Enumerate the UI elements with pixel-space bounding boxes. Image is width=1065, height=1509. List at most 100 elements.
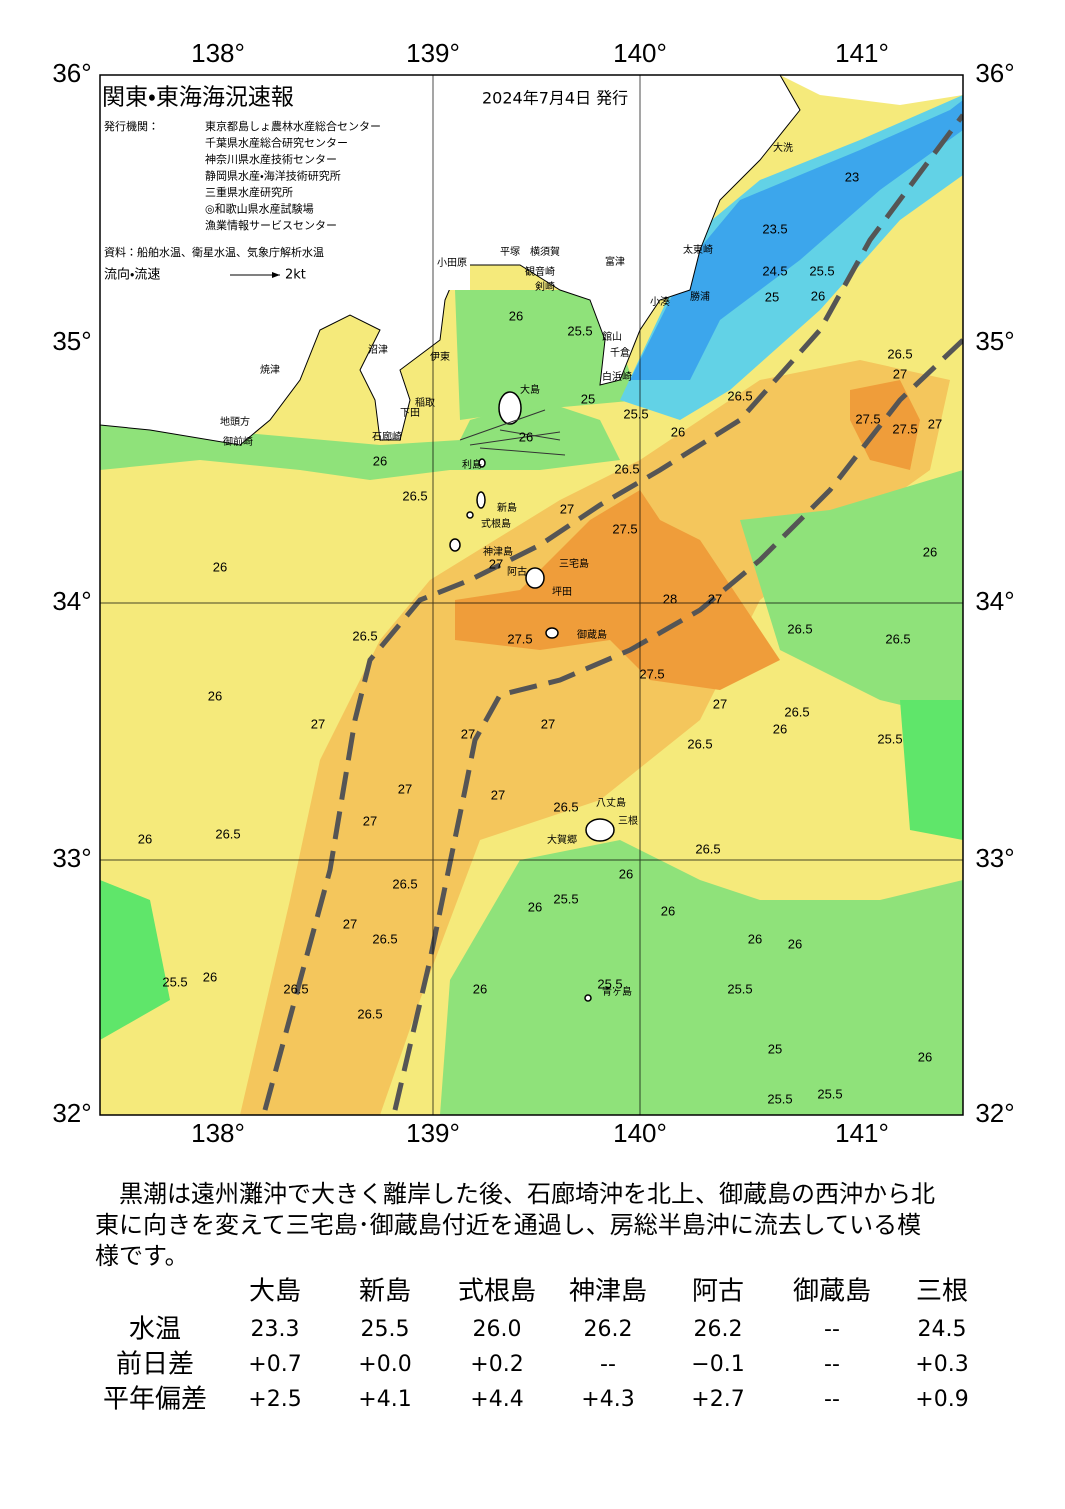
lat-label: 36° [52,58,91,88]
place-name: 八丈島 [596,796,626,809]
row-label: 前日差 [116,1350,194,1380]
contour-label: 25.5 [623,406,648,421]
lat-label: 34° [975,586,1014,616]
contour-label: 27.5 [855,411,880,426]
contour-label: 26 [203,969,217,984]
cell: +4.1 [358,1387,411,1412]
lon-label: 138° [191,1118,245,1148]
contour-label: 26 [619,866,633,881]
flow-speed: 2kt [285,268,306,283]
contour-label: 25.5 [727,981,752,996]
contour-labels: 23 23.5 24.5 25.5 25 26 26.5 27 26 25.5 25 25.5 26 26… [138,169,942,1106]
contour-label: 26.5 [787,621,812,636]
contour-label: 26 [811,288,825,303]
sst-map: 23 23.5 24.5 25.5 25 26 26.5 27 26 25.5 25 25.5 26 26… [100,75,963,1115]
map-title: 関東・東海海況速報 [102,85,294,111]
lon-label: 140° [613,1118,667,1148]
cell: +0.0 [358,1352,411,1377]
lat-label: 36° [975,58,1014,88]
place-name: 千倉 [610,347,630,359]
contour-label: 27.5 [507,631,532,646]
contour-label: 26.5 [357,1006,382,1021]
place-name: 下田 [400,408,420,419]
issue-date: 2024年7月4日 発行 [482,89,628,108]
agencies: 東京都島しょ農林水産総合センター千葉県水産総合研究センター神奈川県水産技術センタ… [205,119,381,232]
islands [449,391,615,1002]
contour-label: 27 [311,716,325,731]
lon-label: 141° [835,1118,889,1148]
contour-label: 26 [138,831,152,846]
lon-label: 139° [406,38,460,68]
cell: +2.7 [691,1387,744,1412]
contour-label: 26 [923,544,937,559]
data-source: 資料：船舶水温、衛星水温、気象庁解析水温 [104,245,324,259]
contour-label: 26 [213,559,227,574]
row-label: 水温 [129,1315,181,1345]
place-name: 利島 [462,458,482,471]
axis-labels: 138° 138° 139° 139° 140° 140° 141° 141° 36° 36° 35… [52,38,1014,1148]
contour-label: 26.5 [283,981,308,996]
place-name: 館山 [602,330,622,343]
cell: +4.4 [470,1387,523,1412]
map-frame [99,74,964,1116]
cell: 26.2 [584,1317,633,1342]
place-name: 式根島 [481,517,511,530]
agency: 静岡県水産・海洋技術研究所 [205,169,341,183]
place-name: 御前崎 [223,435,253,448]
cell: −0.1 [691,1352,744,1377]
place-name: 坪田 [552,585,572,598]
summary-line: 様です。 [95,1242,189,1270]
contour-label: 26 [773,721,787,736]
place-name: 剣崎 [535,280,555,293]
contour-label: 25.5 [809,263,834,278]
cell: +0.3 [915,1352,968,1377]
place-name: 青ヶ島 [602,985,632,998]
cell: -- [824,1387,840,1412]
agency: 千葉県水産総合研究センター [205,136,348,150]
contour-label: 27 [541,716,555,731]
agency: 三重県水産研究所 [205,185,293,199]
place-name: 大洗 [773,141,793,154]
contour-label: 26.5 [372,931,397,946]
place-name: 太東崎 [683,243,713,256]
lon-label: 140° [613,38,667,68]
place-name: 新島 [497,501,517,514]
column-header: 大島 [249,1277,301,1307]
lat-label: 32° [975,1098,1014,1128]
place-name: 御蔵島 [577,628,607,641]
contour-label: 24.5 [762,263,787,278]
place-name: 焼津 [260,364,280,376]
summary-line: 東に向きを変えて三宅島･御蔵島付近を通過し、房総半島沖に流去している模 [95,1211,921,1239]
contour-label: 27.5 [612,521,637,536]
cell: +0.2 [470,1352,523,1377]
lat-label: 34° [52,586,91,616]
summary-line: 黒潮は遠州灘沖で大きく離岸した後、石廊埼沖を北上、御蔵島の西沖から北 [95,1180,935,1208]
lat-label: 35° [52,326,91,356]
lat-label: 33° [52,843,91,873]
contour-label: 28 [663,591,677,606]
contour-label: 26.5 [887,346,912,361]
cell: +0.7 [248,1352,301,1377]
column-header: 三根 [916,1277,968,1307]
lat-label: 33° [975,843,1014,873]
place-name: 三宅島 [559,557,589,570]
contour-label: 27 [398,781,412,796]
place-name: 勝浦 [690,290,710,303]
contour-label: 25.5 [817,1086,842,1101]
place-name: 大島 [520,383,540,396]
contour-label: 26 [519,429,533,444]
contour-label: 26 [918,1049,932,1064]
contour-label: 26.5 [885,631,910,646]
agency: 漁業情報サービスセンター [205,218,337,232]
contour-label: 27 [489,556,503,571]
cell: 24.5 [918,1317,967,1342]
place-name: 小湊 [650,295,670,308]
contour-label: 27 [893,366,907,381]
place-name: 神津島 [483,545,513,558]
contour-label: 25 [768,1041,782,1056]
contour-label: 25 [581,391,595,406]
contour-label: 25.5 [767,1091,792,1106]
place-name: 平塚 [500,246,520,258]
contour-label: 27 [560,501,574,516]
summary: 黒潮は遠州灘沖で大きく離岸した後、石廊埼沖を北上、御蔵島の西沖から北東に向きを変… [95,1180,935,1270]
